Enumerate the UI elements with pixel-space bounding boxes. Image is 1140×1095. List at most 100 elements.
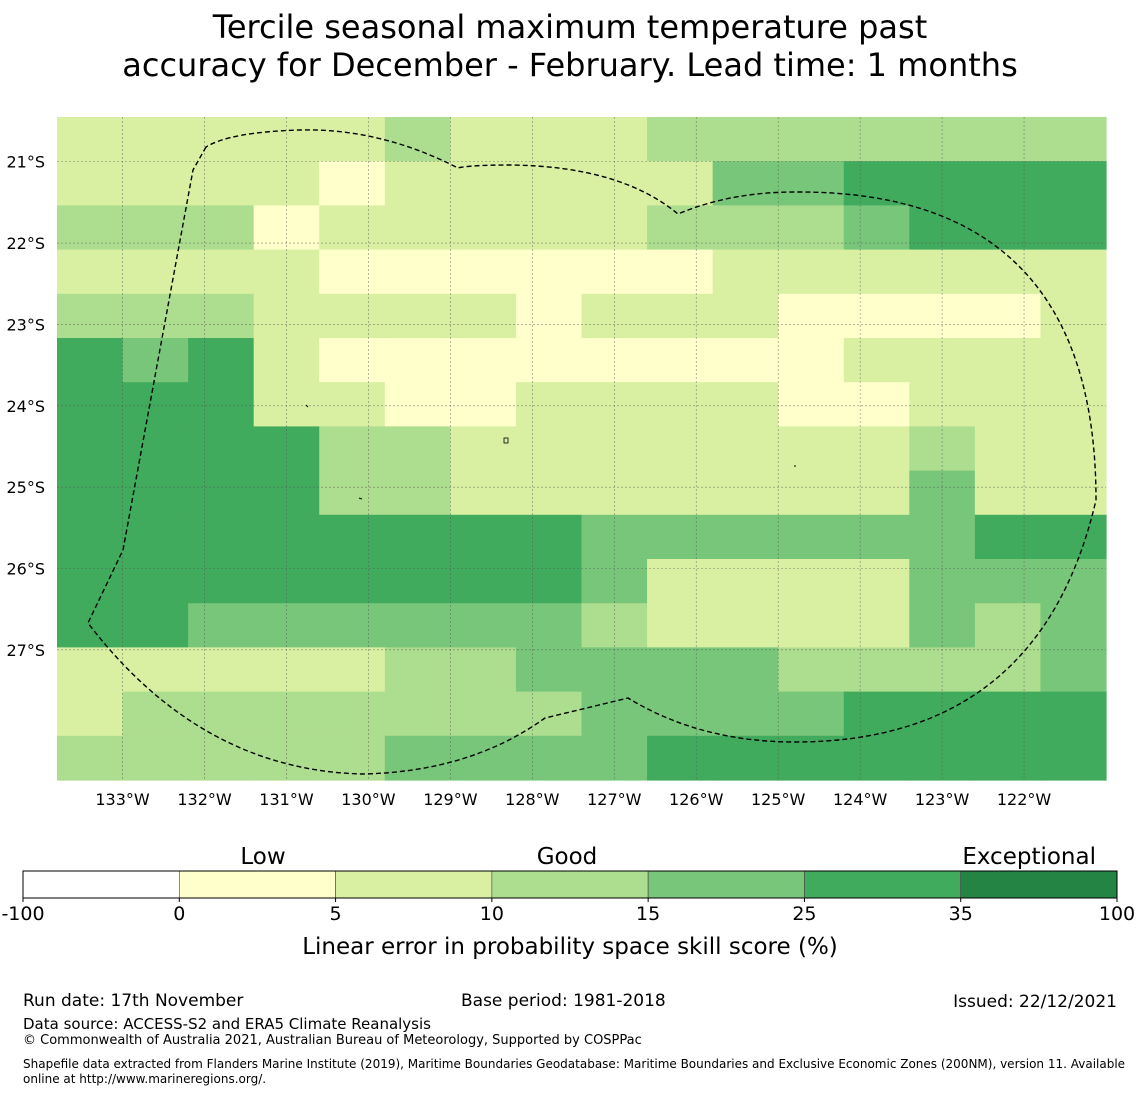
grid-cell [57, 293, 124, 339]
grid-cell [581, 249, 648, 295]
grid-cell [319, 382, 386, 427]
latitude-label: 24°S [6, 397, 45, 416]
longitude-label: 122°W [997, 790, 1052, 809]
grid-cell [253, 205, 320, 251]
grid-cell [647, 514, 714, 560]
grid-cell [1040, 514, 1107, 560]
grid-cell [778, 603, 845, 648]
grid-cell [450, 735, 517, 781]
grid-cell [450, 559, 517, 604]
grid-cell [778, 249, 845, 295]
issued-date: Issued: 22/12/2021 [953, 992, 1117, 1012]
grid-cell [1040, 249, 1107, 295]
grid-cell [319, 470, 386, 516]
grid-cell [712, 691, 779, 737]
grid-cell [647, 559, 714, 604]
grid-cell [778, 161, 845, 206]
grid-cell [188, 205, 255, 251]
grid-cell [384, 559, 451, 604]
grid-cell [712, 426, 779, 472]
grid-cell [122, 559, 189, 604]
grid-cell [188, 382, 255, 427]
grid-cell [647, 293, 714, 339]
grid-cell [778, 205, 845, 251]
grid-cell [450, 382, 517, 427]
colorbar-category: Exceptional [962, 844, 1096, 870]
grid-cell [253, 470, 320, 516]
longitude-label: 126°W [669, 790, 724, 809]
grid-cell [1040, 735, 1107, 781]
grid-cell [974, 426, 1042, 472]
grid-cell [57, 514, 124, 560]
grid-cell [647, 205, 714, 251]
grid-cell [319, 514, 386, 560]
grid-cell [778, 514, 845, 560]
grid-cell [647, 382, 714, 427]
grid-cell [843, 205, 910, 251]
grid-cell [319, 249, 386, 295]
grid-cell [778, 735, 845, 781]
grid-cell [57, 161, 124, 206]
grid-cell [122, 205, 189, 251]
grid-cell [974, 514, 1042, 560]
grid-cell [843, 603, 910, 648]
grid-cell [253, 691, 320, 737]
colorbar-tick-label: 35 [949, 903, 973, 925]
grid-cell [122, 691, 189, 737]
grid-cell [384, 382, 451, 427]
grid-cell [188, 559, 255, 604]
grid-cell [515, 470, 583, 516]
grid-cell [515, 338, 583, 383]
grid-cell [712, 338, 779, 383]
data-source: Data source: ACCESS-S2 and ERA5 Climate … [23, 1015, 431, 1033]
grid-cell [57, 117, 124, 162]
grid-cell [122, 603, 189, 648]
grid-cell [1040, 205, 1107, 251]
longitude-label: 131°W [259, 790, 314, 809]
grid-cell [188, 691, 255, 737]
grid-cell [712, 161, 779, 206]
grid-cell [384, 205, 451, 251]
colorbar-category-labels: Low Good Exceptional [240, 844, 1096, 870]
grid-cell [778, 426, 845, 472]
grid-cell [188, 117, 255, 162]
graticule [57, 117, 1106, 780]
grid-cell [778, 559, 845, 604]
grid-cell [974, 603, 1042, 648]
colorbar-tick-label: 100 [1099, 903, 1135, 925]
latitude-label: 21°S [6, 153, 45, 172]
colorbar-category: Good [537, 844, 598, 870]
island-marker [503, 437, 509, 444]
colorbar-tick-label: 5 [330, 903, 342, 925]
grid-cell [515, 117, 583, 162]
grid-cell [450, 470, 517, 516]
grid-cell [712, 603, 779, 648]
grid-cell [581, 293, 648, 339]
grid-cell [778, 647, 845, 693]
grid-cell [909, 205, 976, 251]
colorbar-segment [491, 870, 649, 899]
grid-cell [1040, 470, 1107, 516]
grid-cell [515, 735, 583, 781]
grid-cell [974, 691, 1042, 737]
grid-cell [647, 603, 714, 648]
grid-cell [581, 161, 648, 206]
grid-cell [515, 382, 583, 427]
grid-cell [384, 647, 451, 693]
grid-cell [778, 117, 845, 162]
grid-cell [843, 338, 910, 383]
grid-cell [712, 470, 779, 516]
grid-cell [188, 161, 255, 206]
grid-cell [122, 161, 189, 206]
grid-cell [384, 603, 451, 648]
colorbar-segment [960, 870, 1118, 899]
latitude-label: 22°S [6, 234, 45, 253]
grid-cell [974, 293, 1042, 339]
grid-cell [384, 470, 451, 516]
latitude-labels: 21°S 22°S 23°S 24°S 25°S 26°S 27°S [6, 153, 45, 660]
grid-cell [843, 514, 910, 560]
grid-cell [188, 647, 255, 693]
grid-cell [712, 249, 779, 295]
grid-cell [778, 691, 845, 737]
